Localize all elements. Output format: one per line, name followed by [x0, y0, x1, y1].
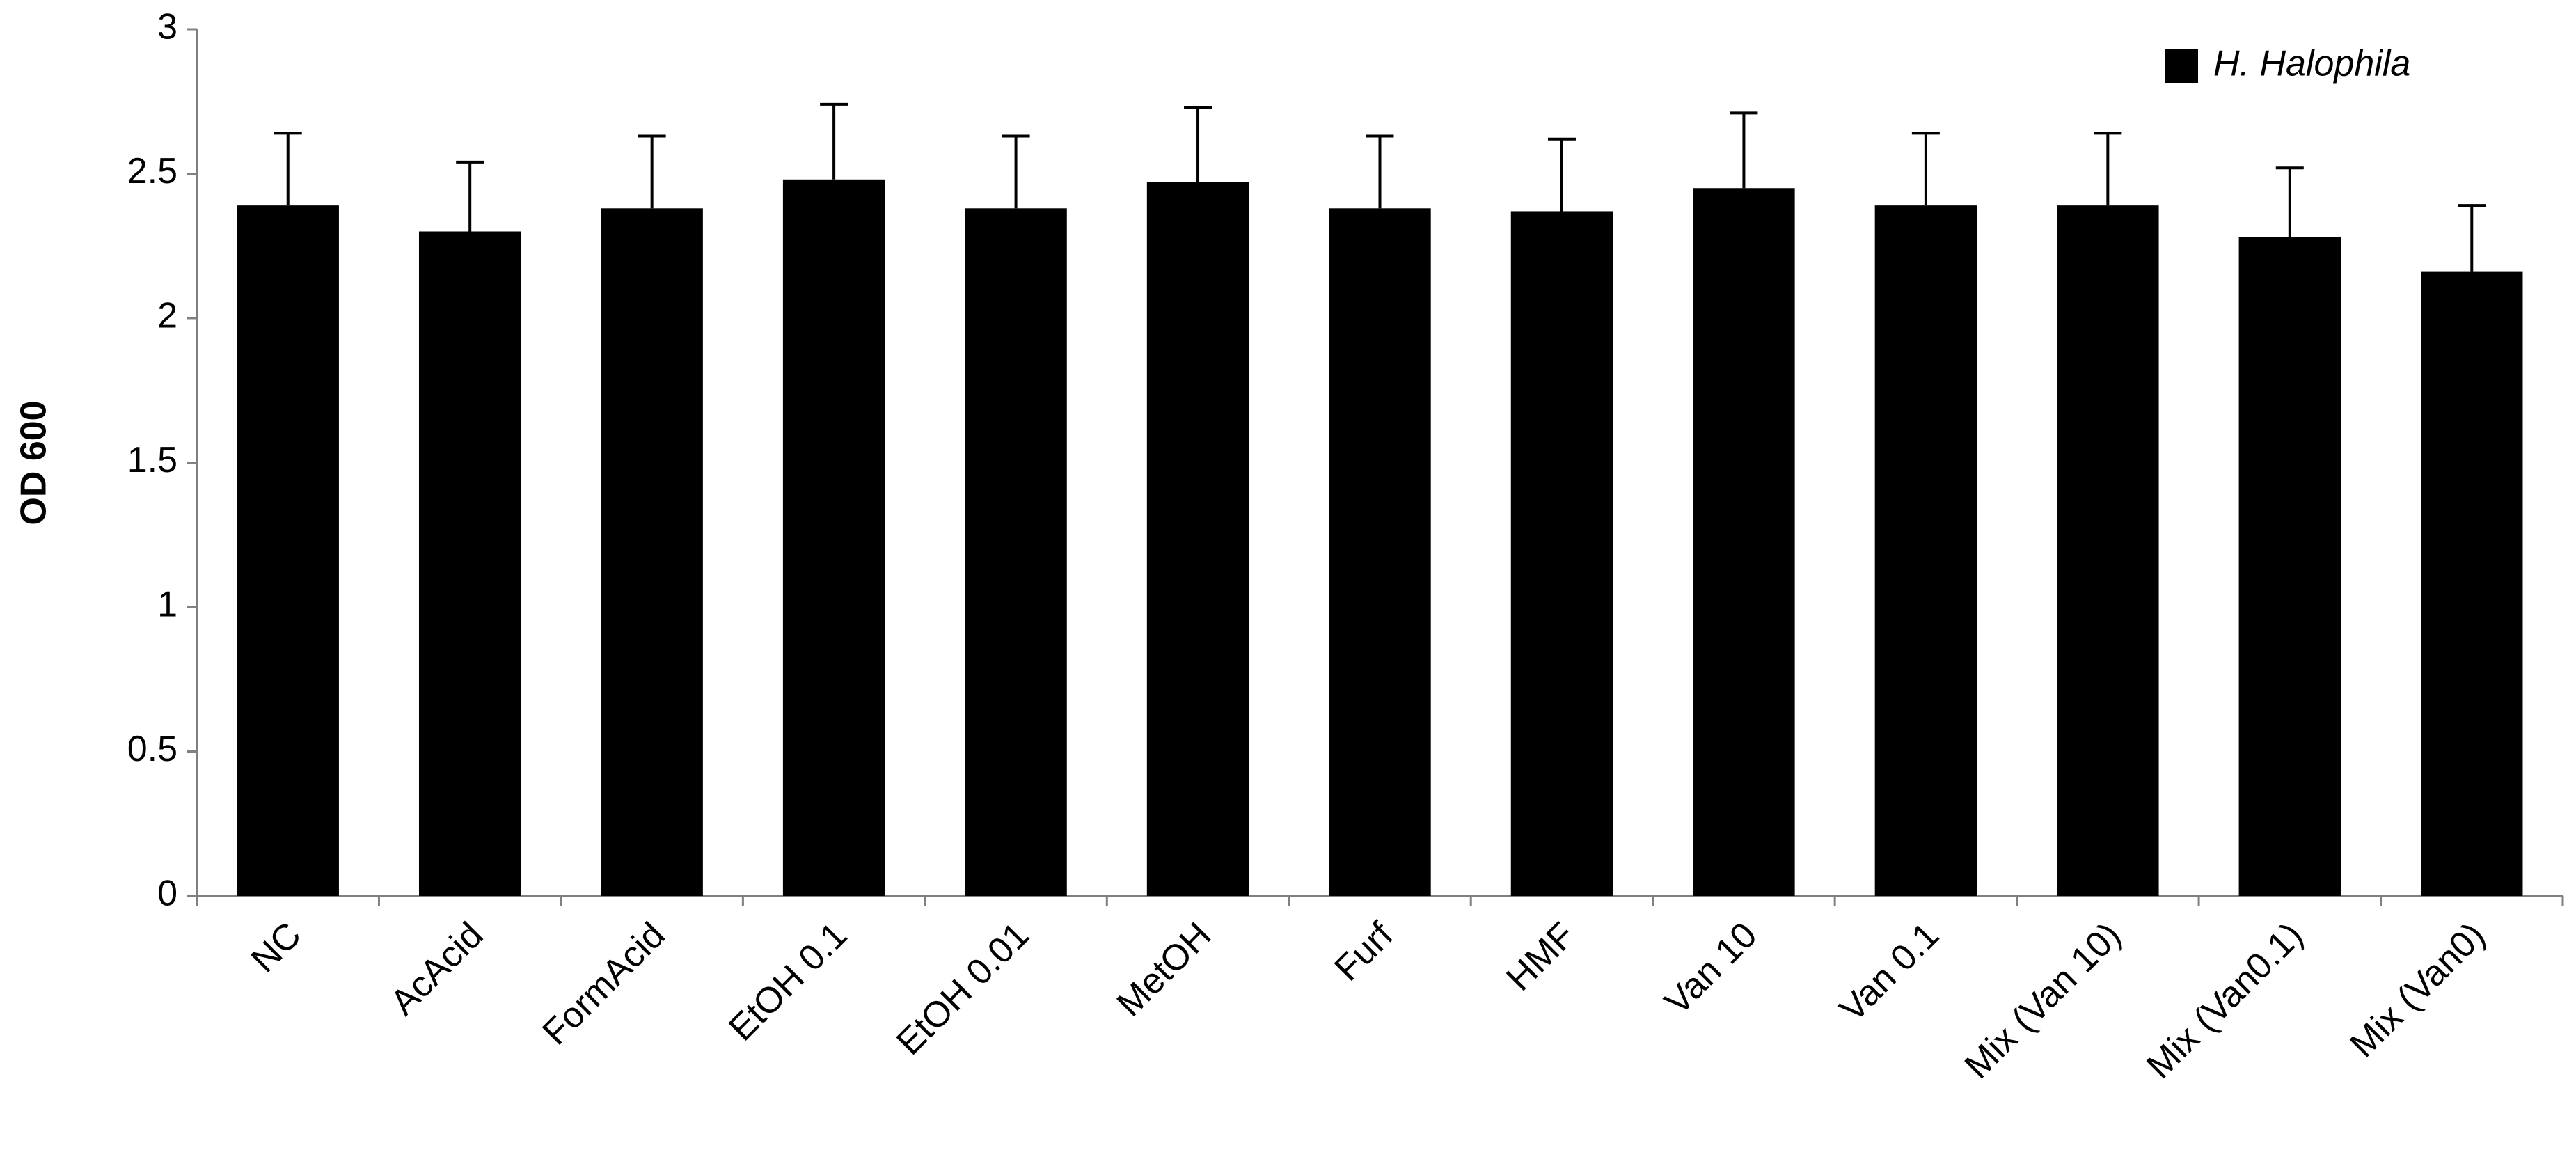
legend-swatch	[2165, 49, 2198, 83]
y-tick-label: 2	[157, 296, 177, 336]
y-tick-label: 3	[157, 7, 177, 47]
y-tick-label: 1	[157, 585, 177, 625]
bar	[418, 231, 521, 896]
x-tick-label: Mix (Van0.1)	[2139, 915, 2311, 1087]
x-tick-label: AcAcid	[383, 915, 491, 1023]
y-axis-label: OD 600	[14, 400, 54, 525]
bar	[2238, 237, 2341, 896]
x-tick-label: Furf	[1327, 915, 1401, 989]
x-tick-label: Van 0.1	[1832, 915, 1947, 1030]
bar	[2421, 271, 2523, 897]
bar	[237, 205, 339, 896]
x-tick-label: FormAcid	[535, 915, 673, 1053]
x-tick-label: EtOH 0.01	[889, 915, 1037, 1063]
x-tick-label: MetOH	[1109, 915, 1219, 1024]
bar	[1693, 188, 1795, 896]
bar	[782, 179, 885, 896]
bar	[2057, 205, 2159, 896]
y-tick-label: 0	[157, 874, 177, 914]
x-tick-label: NC	[244, 915, 309, 980]
x-tick-label: HMF	[1499, 915, 1583, 999]
x-tick-label: Mix (Van 10)	[1957, 915, 2129, 1087]
bar	[1510, 211, 1613, 896]
bar	[965, 208, 1067, 896]
x-tick-label: Mix (Van0)	[2342, 915, 2492, 1065]
bar	[1874, 205, 1977, 896]
y-tick-label: 0.5	[127, 729, 177, 769]
bar	[1146, 182, 1249, 897]
x-tick-label: Van 10	[1657, 915, 1765, 1023]
x-tick-label: EtOH 0.1	[721, 915, 855, 1048]
y-tick-label: 2.5	[127, 151, 177, 191]
legend-label: H. Halophila	[2213, 44, 2410, 84]
bar	[601, 208, 703, 896]
bar	[1329, 208, 1431, 896]
y-tick-label: 1.5	[127, 440, 177, 480]
